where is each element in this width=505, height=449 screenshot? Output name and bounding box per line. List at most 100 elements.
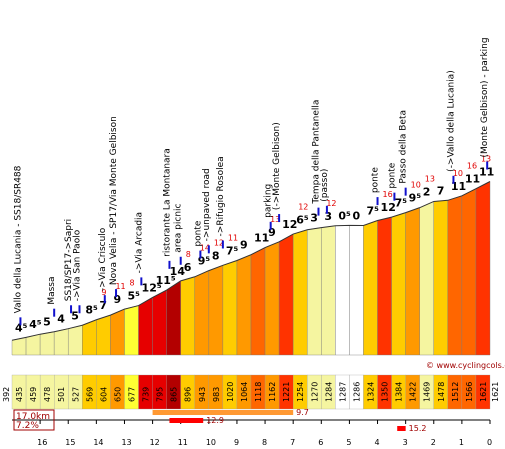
profile-bar (405, 207, 420, 356)
segment-end-altitude: 1621 (479, 382, 488, 402)
km-tick-label: 12 (150, 438, 160, 447)
landmark-label: ->unpaved road (202, 168, 212, 241)
grade-label: 7 (437, 184, 445, 197)
profile-bar (138, 297, 153, 356)
profile-bar (363, 220, 378, 356)
km-tick-label: 10 (206, 438, 216, 447)
landmark-label: area picnic (174, 203, 184, 252)
altitude-strip-cell (475, 374, 491, 410)
profile-bar (264, 241, 280, 356)
max-grade-label: 10 (411, 181, 421, 190)
summary-box (13, 409, 55, 431)
summary-bar-value: 12.9 (206, 416, 224, 425)
segment-end-altitude: 459 (29, 387, 38, 402)
max-grade-label: 9 (101, 288, 106, 297)
max-grade-label: 13 (425, 174, 435, 183)
grade-label: 6 (184, 261, 192, 274)
summary-bars: 9.7 12.9 15.2 (152, 408, 426, 433)
landmark-label: ->Via San Paolo (72, 229, 82, 301)
km-tick-label: 3 (403, 438, 408, 447)
segment-end-altitude: 1324 (367, 382, 376, 402)
grade-label: 8⁵ (85, 304, 98, 317)
segment-end-altitude: 1350 (381, 382, 390, 402)
profile-bar (124, 305, 139, 356)
summary-bar (152, 410, 294, 415)
landmark-label: Nova Velia - SP17/Via Monte Gelbison (109, 116, 119, 285)
grade-label: 11⁵ (156, 274, 176, 287)
max-grade-label: 13 (481, 155, 491, 164)
profile-bar (82, 319, 97, 356)
landmark-label: SS18/SP17->Sapri (64, 219, 74, 301)
segment-end-altitude: 795 (156, 387, 165, 402)
grade-label: 11 (254, 232, 269, 245)
profile-bar (194, 270, 210, 356)
profile-bar (208, 265, 224, 356)
segment-end-altitude: 1478 (437, 382, 446, 402)
max-grade-label: 16 (383, 190, 393, 199)
segment-end-altitude: 1287 (338, 382, 347, 402)
km-tick-label: 9 (234, 438, 239, 447)
grade-label: 7⁵ (395, 197, 408, 210)
profile-outline (11, 181, 491, 341)
summary-bar (169, 418, 204, 423)
segment-end-altitude: 1064 (240, 382, 249, 402)
segment-end-altitude: 569 (85, 387, 94, 402)
landmark-label: ->Via Crisculo (98, 227, 108, 291)
segment-end-altitude: 1020 (226, 382, 235, 402)
landmark-label: Tempa della Pantanella (311, 100, 321, 205)
landmark-label: (->Monte Gelbison) (272, 122, 282, 210)
max-grade-label: 8 (186, 250, 191, 259)
segment-end-altitude: 650 (113, 387, 122, 402)
landmark-label: ->Rifugio Rosolea (216, 156, 226, 236)
segment-end-altitude: 677 (128, 387, 137, 402)
segment-end-altitude: 1422 (409, 382, 418, 402)
grade-label: 0⁵ (338, 209, 351, 222)
grade-label: 3 (310, 212, 318, 225)
max-grade-label: 12 (298, 203, 308, 212)
segment-end-altitude: 604 (99, 387, 108, 402)
profile-bar (110, 308, 125, 356)
landmark-label: (Monte Gelbison) - parking (480, 37, 490, 157)
km-tick-label: 6 (318, 438, 323, 447)
grade-label: 4 (57, 313, 65, 326)
grade-label: 3 (324, 210, 332, 223)
segment-end-altitude: 1512 (451, 382, 460, 402)
segment-end-altitude: 1384 (395, 382, 404, 402)
segment-end-altitude: 1118 (254, 382, 263, 402)
grade-label: 5 (43, 316, 51, 329)
km-tick-label: 2 (431, 438, 436, 447)
segment-end-altitude: 896 (184, 387, 193, 402)
grade-label: 5 (71, 309, 79, 322)
km-tick-label: 7 (290, 438, 295, 447)
landmark-label: ristorante La Montanara (162, 148, 172, 257)
landmark-label: ponte (371, 167, 381, 193)
profile-bar (475, 181, 491, 356)
landmark-label: Massa (47, 276, 57, 304)
max-grade-label: 16 (467, 162, 477, 171)
landmark-label: (passo) (320, 169, 330, 202)
segment-end-altitude: 1254 (296, 382, 305, 402)
profile-bar (292, 229, 308, 356)
grade-label: 9⁵ (409, 192, 422, 205)
profile-bar (419, 201, 434, 356)
grade-label: 14 (170, 265, 186, 278)
landmark-label: (->Vallo della Lucania) (446, 70, 456, 172)
grade-label: 11 (479, 166, 494, 179)
grade-label: 12 (282, 218, 297, 231)
segment-end-altitude: 478 (43, 387, 52, 402)
profile-bar (250, 247, 266, 356)
segment-end-altitude: 1286 (352, 382, 361, 402)
km-tick-label: 13 (121, 438, 131, 447)
segment-end-altitude: 1162 (268, 382, 277, 402)
grade-label: 6⁵ (296, 214, 309, 227)
landmark-label: Vallo della Lucania - SS18/SR488 (13, 165, 23, 313)
max-grade-label: 12 (214, 238, 224, 247)
profile-bar (180, 276, 195, 356)
landmark-label: ->Via Arcadia (134, 212, 144, 273)
summary-bar (397, 426, 406, 431)
km-tick-label: 1 (459, 438, 464, 447)
profile-bar (307, 227, 322, 356)
segment-end-altitude: 1469 (423, 382, 432, 402)
profile-bar (39, 331, 55, 356)
